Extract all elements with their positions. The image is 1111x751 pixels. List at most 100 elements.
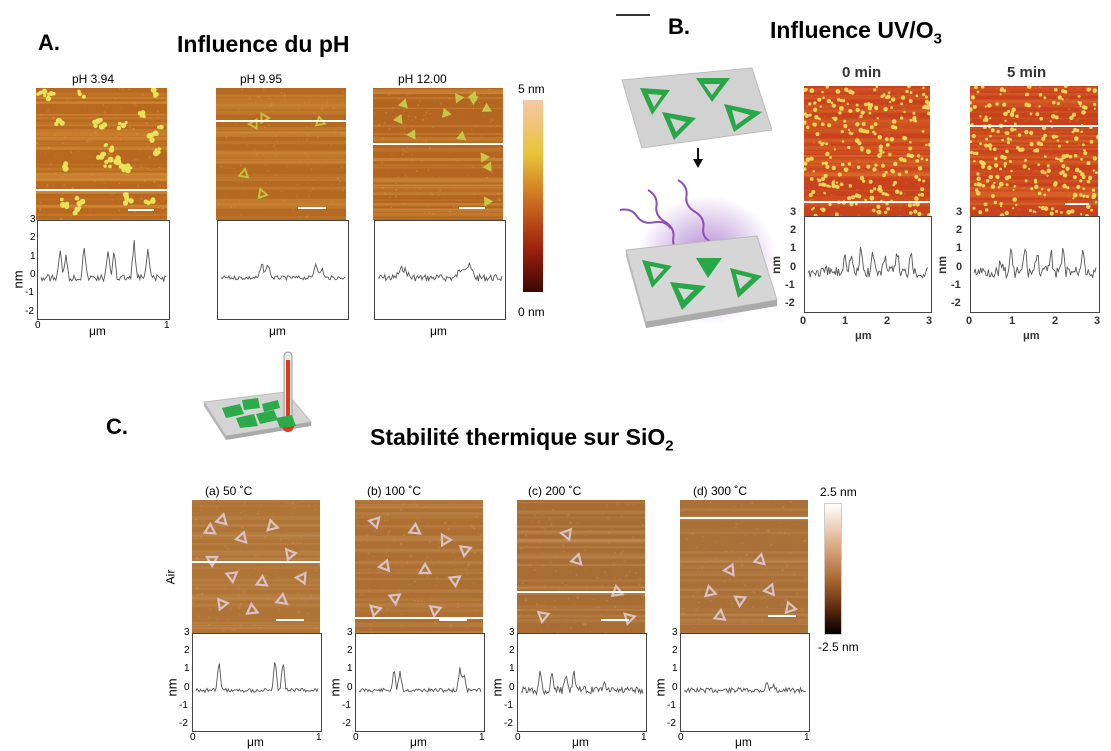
particle: [834, 119, 837, 122]
particle: [1047, 189, 1050, 192]
particle: [855, 122, 859, 126]
section-b-title-sub: 3: [934, 31, 942, 48]
particle: [1066, 210, 1071, 215]
particle: [822, 142, 825, 145]
particle: [873, 88, 876, 91]
particle: [984, 144, 988, 148]
particle: [972, 207, 975, 210]
particle: [872, 131, 875, 134]
particle: [1093, 103, 1096, 106]
particle: [885, 96, 888, 99]
b2-ytick-1: 1: [956, 242, 962, 254]
c-ytick: 0: [347, 682, 353, 693]
particle: [842, 99, 845, 102]
afm-image-svg: [517, 500, 645, 633]
particle: [893, 162, 897, 166]
particle: [872, 167, 876, 171]
particle: [1082, 187, 1085, 190]
particle: [1007, 141, 1010, 144]
particle: [913, 209, 917, 213]
particle: [1029, 209, 1032, 212]
particle: [1080, 158, 1083, 161]
particle: [856, 108, 860, 112]
particle: [849, 132, 852, 135]
particle: [1033, 210, 1036, 213]
b1-ylabel: nm: [769, 256, 783, 274]
colorbar-a: [523, 100, 543, 292]
aggregate: [153, 130, 159, 136]
particle: [1012, 207, 1014, 209]
particle: [1092, 193, 1096, 197]
aggregate: [140, 112, 145, 117]
a-ytick-m1: -1: [25, 287, 34, 298]
particle: [991, 128, 995, 132]
c-ylabel: nm: [328, 678, 343, 696]
particle: [1082, 143, 1085, 146]
particle: [979, 115, 982, 118]
particle: [1050, 212, 1054, 216]
particle: [1009, 160, 1012, 163]
particle: [882, 173, 886, 177]
profile-line-svg: [356, 634, 484, 731]
particle: [898, 173, 902, 177]
profile-line-svg: [681, 634, 809, 731]
particle: [1090, 209, 1093, 212]
a-ytick-0: 0: [30, 269, 36, 280]
c-ytick: 1: [347, 663, 353, 674]
c-ytick: 2: [672, 645, 678, 656]
particle: [885, 137, 889, 141]
particle: [891, 97, 895, 101]
b1-xtick-2: 2: [884, 315, 890, 327]
panel-c3-condition: (c) 200 ˚C: [528, 484, 581, 498]
particle: [877, 188, 880, 191]
b2-ytick-m1: -1: [951, 279, 961, 291]
profile-line-svg: [218, 221, 348, 319]
particle: [926, 158, 929, 161]
colorbar-a-min-label: 0 nm: [518, 305, 545, 319]
c-ytick: -2: [667, 718, 676, 729]
particle: [984, 202, 988, 206]
particle: [814, 115, 818, 119]
particle: [825, 152, 829, 156]
particle: [979, 142, 982, 145]
c-ytick: 0: [509, 682, 515, 693]
panel-c2-condition: (b) 100 ˚C: [367, 484, 421, 498]
particle: [912, 203, 915, 206]
particle: [1030, 113, 1033, 116]
afm-image-svg: [36, 88, 167, 220]
c-ytick: 3: [509, 627, 515, 638]
afm-image-uv-0-min: [804, 86, 930, 216]
particle: [1062, 184, 1067, 189]
particle: [922, 130, 925, 133]
particle: [1093, 88, 1098, 93]
particle: [912, 116, 916, 120]
aggregate: [151, 137, 154, 140]
particle: [805, 88, 808, 91]
a-ytick-3: 3: [30, 214, 36, 225]
particle: [1080, 172, 1084, 176]
height-profile: [974, 248, 1096, 278]
b2-ytick-2: 2: [956, 224, 962, 236]
particle: [870, 189, 874, 193]
height-profile: [684, 683, 806, 693]
particle: [808, 102, 811, 105]
particle: [1005, 150, 1009, 154]
particle: [985, 138, 988, 141]
profile-line-svg: [971, 217, 1099, 312]
thermal-schematic: [196, 340, 316, 445]
particle: [1010, 170, 1013, 173]
particle: [1018, 148, 1021, 151]
c-ytick: -1: [504, 700, 513, 711]
particle: [980, 161, 985, 166]
particle: [1014, 128, 1017, 131]
particle: [882, 151, 884, 153]
panel-c4-condition: (d) 300 ˚C: [693, 484, 747, 498]
particle: [893, 181, 897, 185]
particle: [869, 180, 873, 184]
particle: [900, 102, 903, 105]
afm-image-50c: [192, 500, 320, 633]
afm-image-svg: [970, 86, 1098, 216]
profile-line-svg: [805, 217, 931, 312]
particle: [1000, 202, 1003, 205]
particle: [888, 153, 891, 156]
